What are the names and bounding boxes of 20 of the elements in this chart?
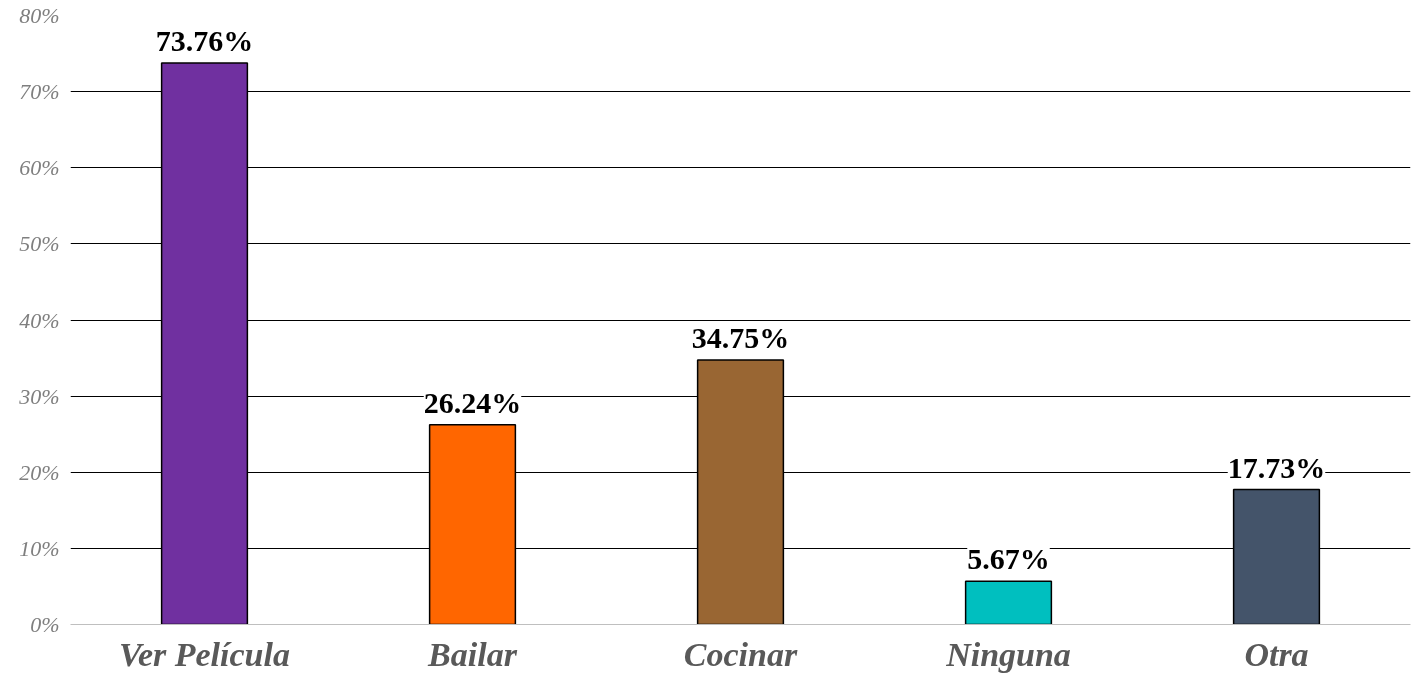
data-label: 5.67% bbox=[967, 542, 1050, 576]
y-tick-label: 80% bbox=[19, 3, 60, 28]
y-tick-label: 30% bbox=[18, 383, 60, 409]
y-tick-label: 70% bbox=[19, 79, 60, 105]
y-tick-label: 60% bbox=[19, 155, 60, 181]
y-tick-label: 20% bbox=[19, 459, 60, 485]
bar bbox=[964, 580, 1053, 625]
data-label: 73.76% bbox=[155, 24, 254, 57]
x-tick-label: Bailar bbox=[427, 635, 518, 673]
y-tick-label: 10% bbox=[19, 535, 60, 561]
y-tick-label: 50% bbox=[19, 231, 60, 257]
x-tick-label: Cocinar bbox=[683, 635, 798, 673]
y-tick-label: 0% bbox=[30, 612, 60, 637]
data-label: 17.73% bbox=[1227, 450, 1326, 484]
x-tick-label: Ver Película bbox=[119, 635, 290, 673]
y-tick-label: 40% bbox=[19, 307, 60, 333]
data-label: 34.75% bbox=[691, 320, 790, 354]
x-tick-label: Otra bbox=[1244, 635, 1309, 673]
data-label: 26.24% bbox=[423, 385, 522, 419]
x-tick-label: Ninguna bbox=[945, 635, 1071, 673]
